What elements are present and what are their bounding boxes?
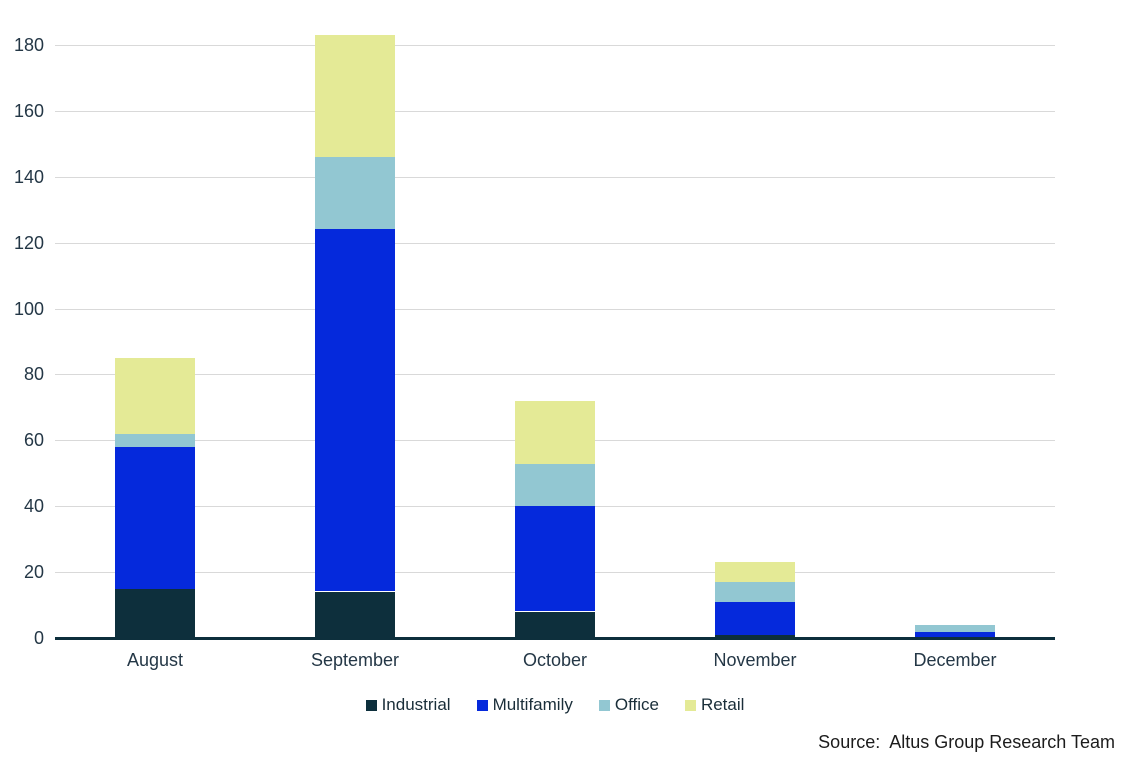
legend-item-office: Office: [598, 695, 659, 715]
bar-segment-december-multifamily: [915, 631, 995, 638]
legend-swatch-icon: [476, 699, 488, 711]
x-axis-line: [55, 637, 1055, 640]
legend-item-retail: Retail: [684, 695, 745, 715]
gridline-y-180: [55, 45, 1055, 46]
gridline-y-120: [55, 243, 1055, 244]
bar-segment-september-industrial: [315, 592, 395, 638]
bar-segment-october-retail: [515, 401, 595, 464]
bar-segment-september-office: [315, 157, 395, 229]
source-note: Source: Altus Group Research Team: [818, 732, 1115, 752]
bar-segment-october-office: [515, 463, 595, 506]
legend-swatch-icon: [598, 699, 610, 711]
bar-segment-november-retail: [715, 562, 795, 582]
bar-segment-september-multifamily: [315, 229, 395, 591]
bar-segment-october-industrial: [515, 612, 595, 638]
y-tick-label-80: 80: [23, 364, 44, 384]
bar-segment-november-office: [715, 582, 795, 602]
x-axis-label-november: November: [713, 650, 797, 670]
bar-segment-august-retail: [115, 358, 195, 434]
y-tick-label-140: 140: [13, 167, 44, 187]
y-tick-label-20: 20: [23, 562, 44, 582]
bar-segment-august-multifamily: [115, 447, 195, 589]
bar-segment-december-office: [915, 625, 995, 632]
gridline-y-140: [55, 177, 1055, 178]
legend-label: Retail: [700, 695, 745, 714]
bar-segment-august-industrial: [115, 589, 195, 638]
bar-segment-october-multifamily: [515, 506, 595, 611]
gridline-y-160: [55, 111, 1055, 112]
bar-segment-november-industrial: [715, 635, 795, 638]
y-tick-label-120: 120: [13, 233, 44, 253]
bar-segment-august-office: [115, 434, 195, 447]
y-tick-label-100: 100: [13, 299, 44, 319]
legend-label: Multifamily: [492, 695, 573, 714]
bar-segment-september-retail: [315, 35, 395, 157]
x-axis-label-december: December: [913, 650, 997, 670]
y-tick-label-60: 60: [23, 430, 44, 450]
y-tick-label-160: 160: [13, 101, 44, 121]
y-tick-label-180: 180: [13, 35, 44, 55]
legend-swatch-icon: [684, 699, 696, 711]
y-tick-label-40: 40: [23, 496, 44, 516]
x-axis-label-september: September: [310, 650, 400, 670]
legend-item-industrial: Industrial: [365, 695, 451, 715]
legend-label: Industrial: [381, 695, 451, 714]
y-tick-label-0: 0: [33, 628, 44, 648]
x-axis-label-august: August: [126, 650, 184, 670]
legend-label: Office: [614, 695, 659, 714]
gridline-y-80: [55, 374, 1055, 375]
chart-legend: Industrial Multifamily Office Retail: [55, 695, 1055, 715]
bar-segment-november-multifamily: [715, 602, 795, 635]
legend-swatch-icon: [365, 699, 377, 711]
legend-item-multifamily: Multifamily: [476, 695, 573, 715]
x-axis-label-october: October: [522, 650, 588, 670]
gridline-y-100: [55, 309, 1055, 310]
